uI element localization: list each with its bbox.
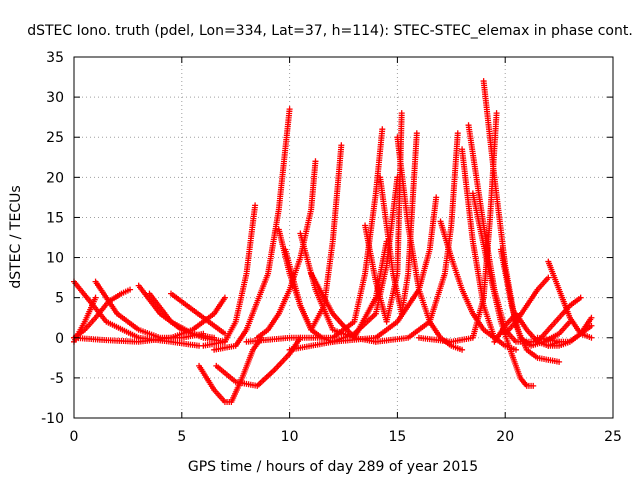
y-tick-label: 25: [46, 130, 64, 146]
series-30: [469, 190, 537, 389]
data-point: [588, 334, 595, 341]
y-tick-label: 20: [46, 170, 64, 186]
data-points: [71, 78, 595, 405]
data-point: [398, 110, 405, 117]
y-tick-label: 5: [55, 291, 64, 307]
x-tick-label: 15: [388, 429, 406, 445]
series-10: [200, 202, 259, 349]
chart-title: dSTEC Iono. truth (pdel, Lon=334, Lat=37…: [27, 23, 633, 39]
y-tick-label: 35: [46, 50, 64, 66]
data-point: [127, 286, 134, 293]
x-axis-label: GPS time / hours of day 289 of year 2015: [188, 459, 478, 475]
series-13: [254, 158, 319, 341]
data-point: [530, 382, 537, 389]
data-point: [286, 106, 293, 113]
series-11: [211, 106, 293, 353]
series-6: [146, 290, 218, 341]
data-point: [379, 126, 386, 133]
plot-frame: [73, 56, 614, 419]
data-point: [512, 346, 519, 353]
y-tick-label: -5: [50, 371, 64, 387]
axis-ticks: 0 5 10 15 20 25 -10 -5 0 5 10 15 20 25 30 35: [41, 50, 622, 445]
data-point: [211, 334, 218, 341]
y-tick-label: 15: [46, 210, 64, 226]
data-point: [413, 130, 420, 137]
series-28: [465, 122, 541, 345]
series-17: [243, 126, 386, 345]
x-tick-label: 5: [177, 429, 186, 445]
data-point: [312, 158, 319, 165]
data-point: [338, 142, 345, 149]
x-tick-label: 25: [604, 429, 622, 445]
series-7: [71, 294, 228, 345]
series-33: [502, 274, 552, 337]
x-tick-label: 0: [70, 429, 79, 445]
data-point: [577, 294, 584, 301]
x-tick-label: 20: [496, 429, 514, 445]
series-21: [377, 130, 420, 317]
data-point: [545, 274, 552, 281]
y-axis-label: dSTEC / TECUs: [8, 185, 24, 288]
y-tick-label: 30: [46, 90, 64, 106]
series-23: [286, 194, 440, 353]
series-8: [168, 290, 228, 337]
y-tick-label: 10: [46, 251, 64, 267]
y-tick-label: 0: [55, 331, 64, 347]
y-tick-label: -10: [41, 411, 64, 427]
data-point: [493, 110, 500, 117]
data-point: [92, 294, 99, 301]
series-15: [282, 142, 345, 333]
data-point: [454, 130, 461, 137]
x-tick-label: 10: [281, 429, 299, 445]
data-point: [556, 358, 563, 365]
data-point: [459, 346, 466, 353]
series-37: [534, 322, 595, 345]
data-point: [588, 322, 595, 329]
data-point: [433, 194, 440, 201]
grid-lines: [74, 57, 613, 418]
data-point: [588, 314, 595, 321]
data-point: [252, 202, 259, 209]
data-point: [221, 294, 228, 301]
